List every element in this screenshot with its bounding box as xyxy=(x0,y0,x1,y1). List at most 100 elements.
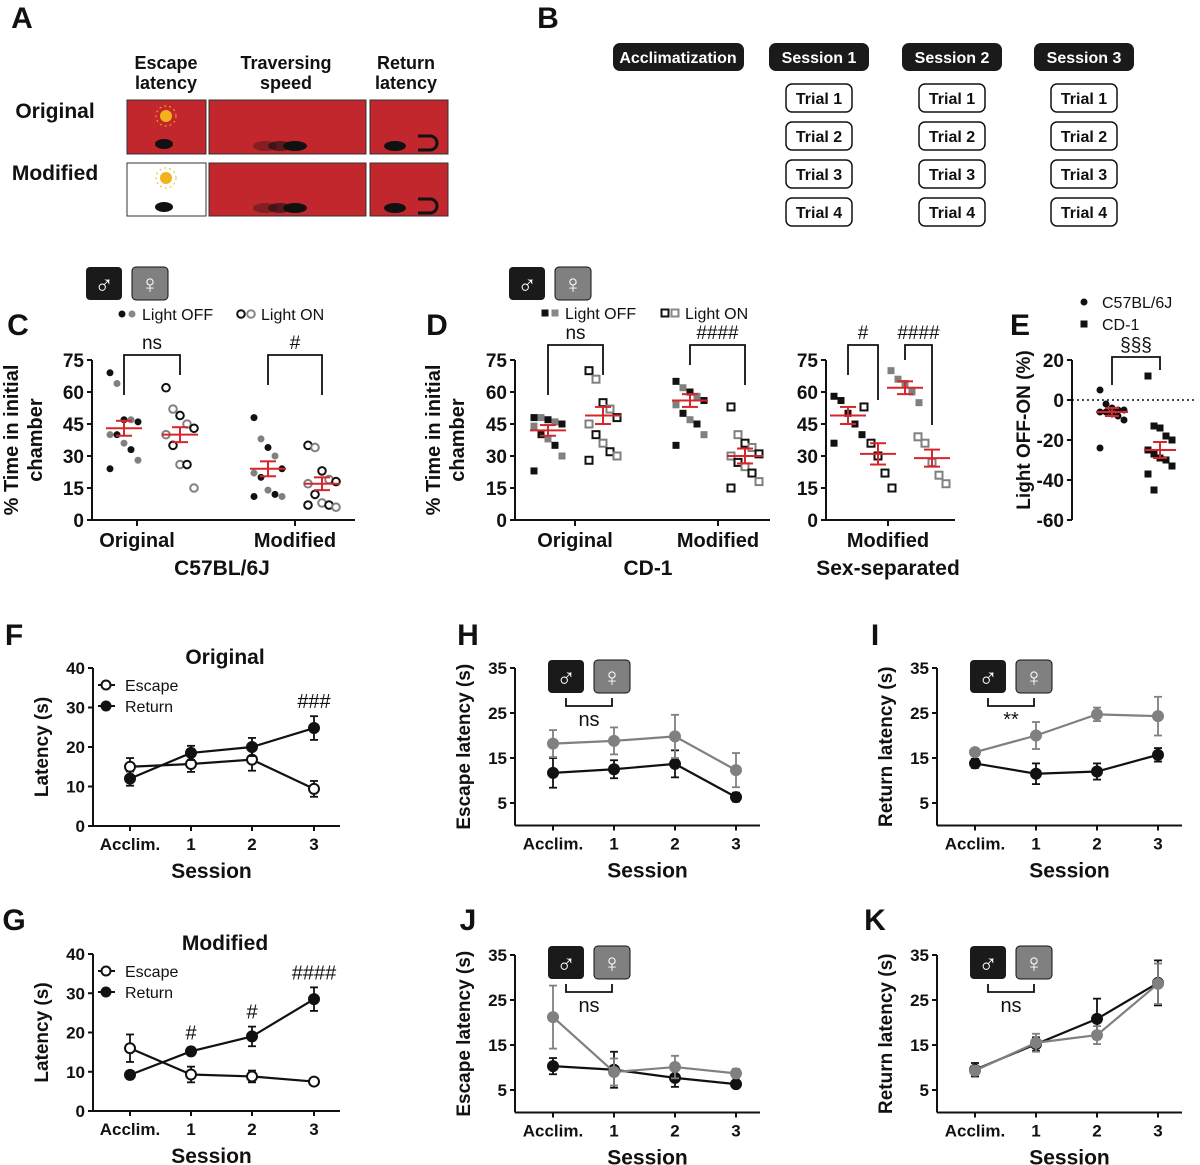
x-tick-label: 2 xyxy=(1092,835,1101,854)
legend-marker xyxy=(236,309,246,319)
male-icon xyxy=(509,267,545,300)
trial-label: Trial 2 xyxy=(796,129,842,146)
y-tick-label: -40 xyxy=(1037,471,1064,492)
female-icon xyxy=(1015,945,1053,980)
data-point xyxy=(1150,422,1158,430)
data-point xyxy=(913,432,923,442)
y-tick-label: 10 xyxy=(66,778,85,797)
data-point xyxy=(544,416,552,424)
data-point xyxy=(113,379,121,387)
data-point xyxy=(271,490,279,498)
significance-label: ns xyxy=(142,333,162,354)
data-point xyxy=(887,367,895,375)
data-point xyxy=(908,388,916,396)
trial-label: Trial 4 xyxy=(929,205,975,222)
data-point xyxy=(308,993,320,1006)
legend-marker xyxy=(100,986,112,998)
data-point xyxy=(591,430,601,440)
trial-box xyxy=(918,197,986,227)
data-point xyxy=(608,734,620,747)
x-tick-label: Acclim. xyxy=(945,1122,1005,1141)
data-point xyxy=(934,470,944,480)
data-point xyxy=(679,409,687,417)
y-tick-label: 35 xyxy=(910,946,929,965)
data-point xyxy=(308,782,320,795)
y-tick-label: 15 xyxy=(797,479,819,500)
significance-label: ns xyxy=(1000,995,1021,1017)
data-point xyxy=(303,500,313,510)
legend-marker xyxy=(100,965,112,977)
y-axis-label: Latency (s) xyxy=(32,697,53,797)
data-point xyxy=(669,730,681,743)
panel-letter-f: F xyxy=(5,619,23,652)
significance-bracket xyxy=(267,354,323,395)
x-axis-label: Session xyxy=(607,1147,688,1165)
data-point xyxy=(672,377,680,385)
mouse-icon xyxy=(155,139,406,213)
data-point xyxy=(686,416,694,424)
x-tick-label: Original xyxy=(537,530,613,552)
data-point xyxy=(310,489,320,500)
data-point xyxy=(584,455,594,465)
y-axis-label: % Time in initial xyxy=(1,365,23,516)
data-point xyxy=(686,388,694,396)
trial-box xyxy=(1050,197,1118,227)
data-point xyxy=(969,1064,981,1077)
session-label: Session 3 xyxy=(1047,50,1122,67)
data-point xyxy=(605,447,615,457)
legend-marker xyxy=(670,308,680,318)
trial-label: Trial 3 xyxy=(1061,167,1107,184)
data-point xyxy=(693,420,701,428)
y-tick-label: 20 xyxy=(66,738,85,757)
data-point xyxy=(124,772,136,785)
data-point xyxy=(612,413,622,423)
data-point xyxy=(250,469,258,477)
y-tick-label: 30 xyxy=(486,447,507,468)
series-line xyxy=(974,753,1159,775)
x-axis-label: CD-1 xyxy=(623,557,672,580)
series-line xyxy=(552,1016,737,1075)
data-point xyxy=(1096,444,1104,452)
data-point xyxy=(880,468,890,478)
trial-label: Trial 2 xyxy=(929,129,975,146)
trial-box xyxy=(785,159,853,189)
data-point xyxy=(308,722,320,735)
x-tick-label: 1 xyxy=(186,835,195,854)
legend-marker xyxy=(128,310,136,318)
data-point xyxy=(1162,456,1170,464)
x-tick-label: 2 xyxy=(670,835,679,854)
data-point xyxy=(612,451,622,461)
trial-box xyxy=(918,83,986,113)
x-axis-label: C57BL/6J xyxy=(174,557,270,580)
row-label: Modified xyxy=(12,162,98,185)
trial-label: Trial 2 xyxy=(1061,129,1107,146)
male-symbol: ♂ xyxy=(556,662,576,692)
data-point xyxy=(106,465,114,473)
data-point xyxy=(591,374,601,384)
y-tick-label: 30 xyxy=(66,699,85,718)
female-icon xyxy=(1015,659,1053,694)
trial-box xyxy=(1050,159,1118,189)
legend-label: Light ON xyxy=(685,306,748,323)
x-axis-label: Session xyxy=(1029,860,1110,883)
y-tick-label: 30 xyxy=(797,447,818,468)
data-point xyxy=(161,382,171,393)
data-point xyxy=(747,468,757,478)
y-tick-label: 15 xyxy=(63,479,85,500)
panel-letter-i: I xyxy=(871,619,879,652)
legend-label: Light ON xyxy=(261,307,324,324)
legend-marker xyxy=(246,309,256,319)
data-point xyxy=(558,420,566,428)
y-axis-label: Return latency (s) xyxy=(876,667,897,827)
data-point xyxy=(189,423,199,434)
column-label: Escape xyxy=(134,53,197,73)
x-tick-label: Modified xyxy=(847,530,929,552)
x-tick-label: 3 xyxy=(731,835,740,854)
data-point xyxy=(598,438,608,448)
data-point xyxy=(547,1011,559,1024)
data-point xyxy=(693,392,701,400)
trial-label: Trial 1 xyxy=(929,91,975,108)
data-point xyxy=(915,399,923,407)
x-axis-label: Session xyxy=(171,1145,252,1165)
